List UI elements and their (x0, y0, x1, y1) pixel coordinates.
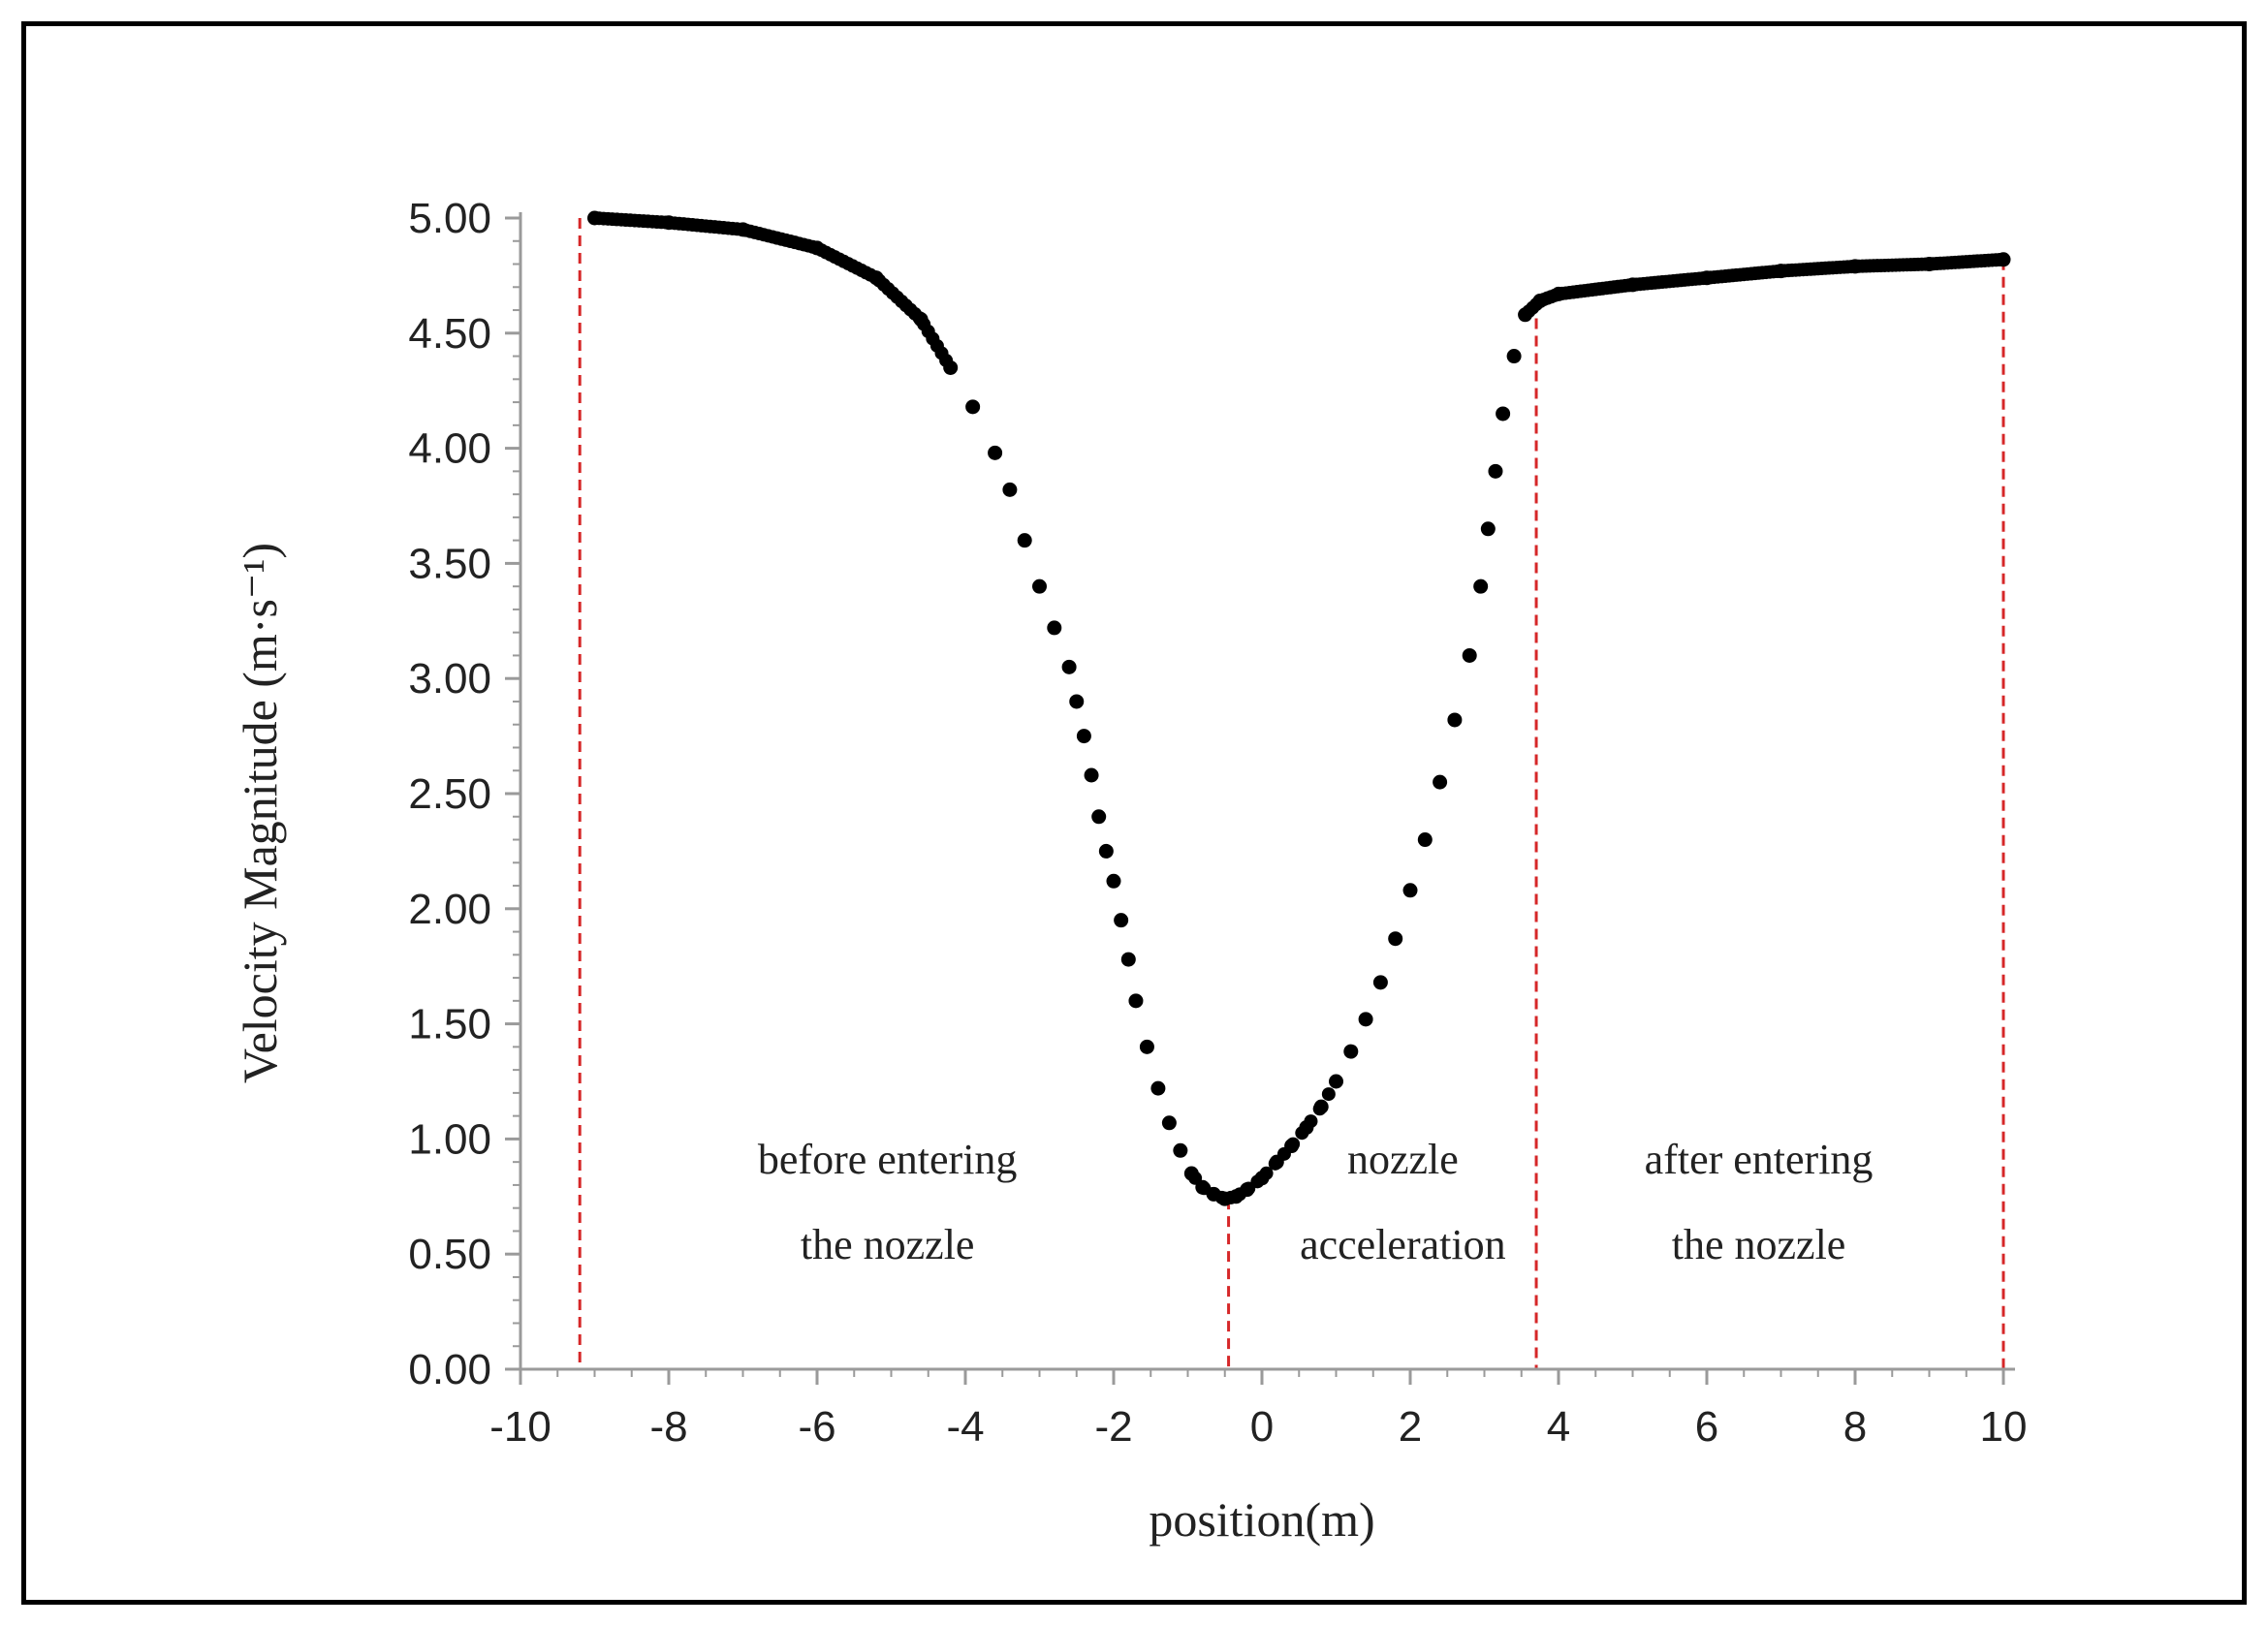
data-point (1091, 809, 1107, 825)
annotation-text: the nozzle (801, 1221, 975, 1268)
x-tick-label: 4 (1547, 1403, 1570, 1451)
data-point (1120, 952, 1136, 967)
data-point (988, 445, 1003, 460)
data-point (1276, 1146, 1291, 1161)
y-tick-label: 0.00 (408, 1346, 491, 1393)
x-tick-label: 0 (1250, 1403, 1274, 1451)
y-tick-label: 3.00 (408, 655, 491, 703)
data-point (1139, 1039, 1154, 1054)
data-point (1047, 620, 1062, 636)
y-axis-title: Velocity Magnitude (m·s⁻¹) (233, 543, 287, 1083)
data-point (1268, 1156, 1282, 1171)
data-point (1433, 774, 1448, 790)
data-points (587, 210, 2011, 1206)
x-tick-label: 8 (1843, 1403, 1867, 1451)
annotation-text: nozzle (1347, 1136, 1459, 1183)
data-point (1321, 1087, 1336, 1102)
x-tick-label: 10 (1980, 1403, 2028, 1451)
y-tick-label: 1.50 (408, 1001, 491, 1048)
x-tick-label: -8 (649, 1403, 687, 1451)
data-point (1084, 767, 1099, 783)
y-tick-label: 1.00 (408, 1115, 491, 1163)
data-point (1304, 1114, 1318, 1129)
data-point (1002, 482, 1018, 497)
x-tick-label: -6 (798, 1403, 835, 1451)
y-tick-label: 0.50 (408, 1231, 491, 1278)
annotation-text: the nozzle (1672, 1221, 1846, 1268)
data-point (1098, 843, 1114, 859)
y-tick-label: 4.00 (408, 425, 491, 473)
data-point (1161, 1115, 1177, 1131)
x-tick-label: -10 (489, 1403, 551, 1451)
x-tick-label: 2 (1399, 1403, 1422, 1451)
x-axis-title: position(m) (1149, 1492, 1374, 1547)
data-point (1173, 1142, 1188, 1158)
data-point (1372, 975, 1388, 990)
data-point (1329, 1074, 1343, 1089)
data-point (1480, 521, 1496, 537)
data-point (1286, 1137, 1301, 1151)
x-tick-label: -4 (946, 1403, 984, 1451)
annotation-text: after entering (1645, 1136, 1874, 1183)
data-point (1032, 578, 1047, 594)
data-point (1473, 578, 1489, 594)
data-point (943, 360, 958, 375)
y-tick-label: 2.50 (408, 770, 491, 818)
data-point (1076, 729, 1091, 744)
data-point (1128, 993, 1144, 1009)
data-point (1388, 931, 1403, 947)
reference-lines (578, 218, 2005, 1369)
data-point (1150, 1080, 1166, 1096)
data-point (1993, 253, 2007, 267)
annotation-text: acceleration (1300, 1221, 1506, 1268)
data-point (1017, 533, 1032, 548)
x-tick-label: 6 (1695, 1403, 1718, 1451)
x-tick-label: -2 (1094, 1403, 1132, 1451)
annotation-text: before entering (758, 1136, 1018, 1183)
y-tick-label: 3.50 (408, 540, 491, 587)
data-point (1462, 647, 1477, 663)
data-point (1506, 349, 1522, 364)
y-tick-label: 4.50 (408, 310, 491, 358)
data-point (1402, 883, 1418, 898)
data-point (1259, 1166, 1274, 1180)
figure-frame: 0.00 0.50 1.00 1.50 2.00 2.50 3.00 3.50 4.00 4.50… (21, 21, 2247, 1605)
data-point (1358, 1012, 1373, 1027)
data-point (1188, 1171, 1203, 1185)
data-point (1447, 712, 1463, 728)
data-point (1496, 406, 1511, 422)
data-point (1106, 873, 1121, 889)
axes: 0.00 0.50 1.00 1.50 2.00 2.50 3.00 3.50 4.00 4.50… (408, 195, 2027, 1451)
data-point (1069, 694, 1085, 709)
y-tick-label: 5.00 (408, 195, 491, 242)
velocity-chart: 0.00 0.50 1.00 1.50 2.00 2.50 3.00 3.50 4.00 4.50… (233, 195, 2027, 1547)
data-point (1312, 1102, 1327, 1116)
data-point (1250, 1174, 1265, 1189)
data-point (1488, 463, 1503, 479)
data-point (1295, 1126, 1309, 1141)
data-point (965, 399, 981, 415)
data-point (1417, 832, 1433, 848)
y-tick-label: 2.00 (408, 886, 491, 933)
data-point (1343, 1044, 1359, 1059)
data-point (1114, 913, 1129, 928)
annotations: before entering the nozzle nozzle accelerat… (758, 1136, 1874, 1268)
data-point (1061, 659, 1077, 674)
